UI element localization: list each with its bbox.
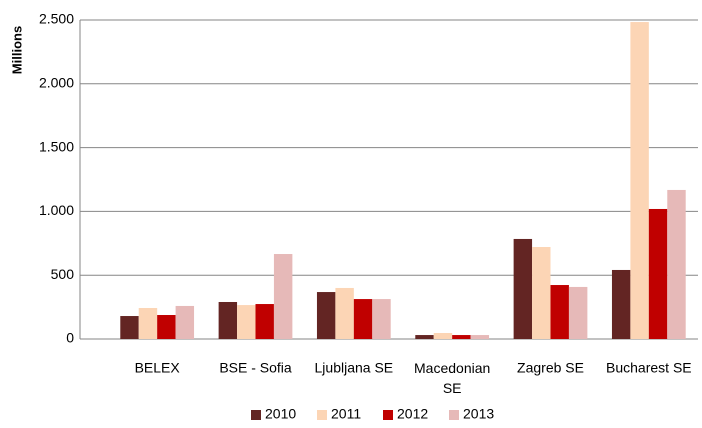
x-tick-label: Bucharest SE	[606, 360, 692, 376]
legend-label: 2013	[463, 406, 494, 422]
bar	[335, 287, 354, 339]
y-tick-label: 0	[66, 330, 74, 346]
x-tick-label: Zagreb SE	[517, 360, 584, 376]
bar	[372, 299, 391, 339]
bar	[255, 304, 274, 339]
legend-swatch	[317, 410, 327, 420]
bar	[667, 189, 686, 339]
bar	[175, 305, 195, 339]
bar	[568, 286, 588, 339]
bar	[237, 305, 256, 339]
bar	[532, 247, 551, 339]
bar	[138, 307, 158, 339]
legend-label: 2011	[331, 406, 361, 422]
legend-label: 2012	[397, 406, 428, 422]
legend-swatch	[383, 410, 393, 420]
y-axis-label: Millions	[9, 26, 24, 74]
y-tick-label: 2.000	[39, 75, 74, 91]
legend-label: 2010	[265, 406, 296, 422]
x-tick-label: BSE - Sofia	[219, 360, 292, 376]
legend-swatch	[449, 410, 459, 420]
bar	[452, 335, 471, 339]
x-tick-label: Ljubljana SE	[315, 360, 394, 376]
bar	[120, 316, 139, 339]
bar	[648, 208, 668, 339]
x-tick-label: Macedonian SE	[414, 360, 490, 396]
bar	[550, 285, 569, 339]
legend-swatch	[251, 410, 261, 420]
y-tick-label: 1.000	[39, 202, 74, 218]
bar	[353, 299, 373, 339]
bar	[157, 315, 176, 339]
bar	[630, 22, 649, 340]
x-tick-label: BELEX	[135, 360, 181, 376]
bar	[415, 335, 434, 339]
bar	[513, 238, 533, 339]
bar	[470, 335, 490, 339]
bar	[218, 301, 238, 339]
bar	[316, 292, 336, 339]
bar	[611, 269, 631, 339]
y-tick-label: 500	[51, 266, 75, 282]
bar	[273, 254, 293, 339]
bar	[433, 333, 453, 339]
y-tick-label: 1.500	[39, 138, 74, 154]
y-tick-label: 2.500	[39, 11, 74, 27]
